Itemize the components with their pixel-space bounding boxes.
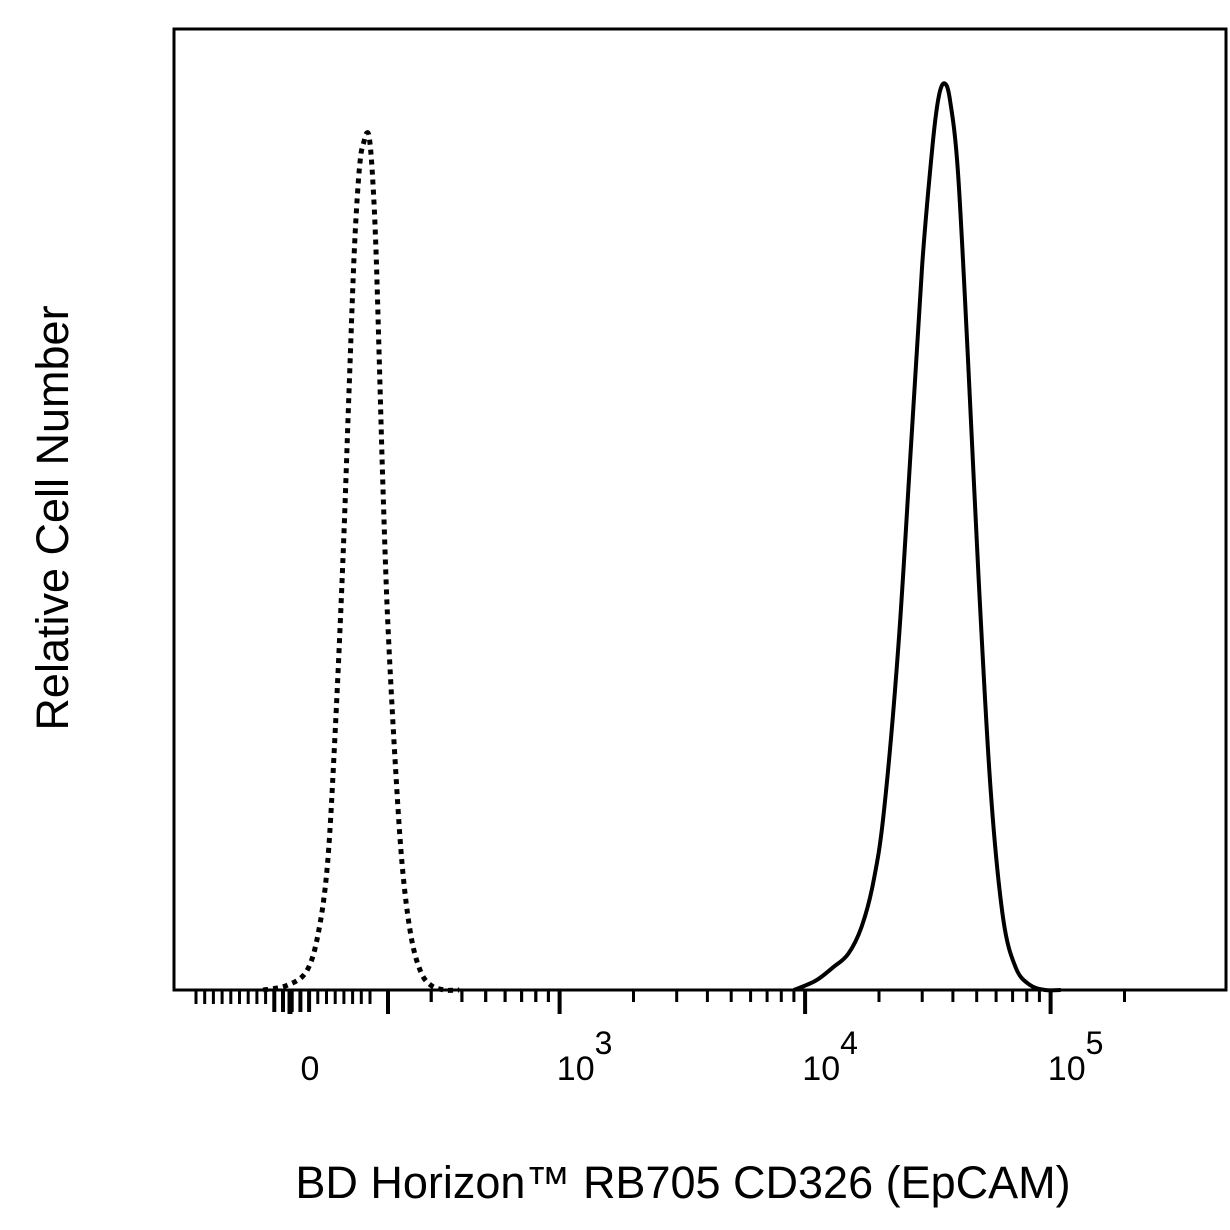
x-tick-label: 0 — [301, 1050, 320, 1088]
x-tick-label: 105 — [1048, 1025, 1104, 1088]
y-axis-title: Relative Cell Number — [27, 305, 78, 730]
plot-frame — [172, 27, 1228, 992]
x-tick-label: 103 — [557, 1025, 613, 1088]
x-axis-title: BD Horizon™ RB705 CD326 (EpCAM) — [295, 1157, 1070, 1208]
series-dotted-histogram — [262, 130, 460, 993]
series-solid-histogram — [793, 81, 1061, 993]
x-tick-label: 104 — [802, 1025, 858, 1088]
